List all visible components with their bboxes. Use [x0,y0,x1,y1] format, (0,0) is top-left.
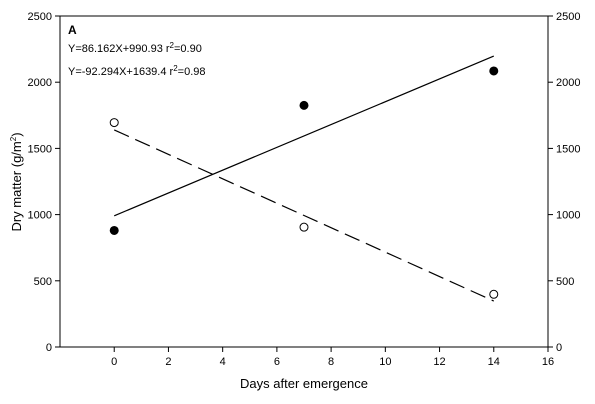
x-tick-label: 10 [379,356,391,368]
right-y-tick-label: 1500 [556,143,580,155]
y-tick-label: 2000 [28,77,52,89]
y-tick-label: 500 [34,276,52,288]
x-tick-label: 2 [165,356,171,368]
y-tick-label: 0 [46,342,52,354]
plot-frame [59,15,549,348]
right-y-tick-label: 2000 [556,77,580,89]
x-tick-label: 0 [111,356,117,368]
y-tick-label: 2500 [28,11,52,23]
x-tick-label: 14 [488,356,500,368]
y-tick-label: 1000 [28,210,52,222]
series-1-point [109,225,119,235]
equation-1: Y=86.162X+990.93 r2=0.90 [68,41,202,55]
series-1-point [489,66,499,76]
right-y-tick-label: 1000 [556,210,580,222]
x-tick-label: 6 [274,356,280,368]
series-1-point [299,100,309,110]
y-axis-title: Dry matter (g/m2) [9,132,24,231]
right-y-tick-label: 0 [556,342,562,354]
series-2-point [299,222,309,232]
data-points [109,66,499,299]
right-y-tick-label: 500 [556,276,574,288]
x-axis-title: Days after emergence [240,376,368,391]
right-y-tick-label: 2500 [556,11,580,23]
equation-2: Y=-92.294X+1639.4 r2=0.98 [68,64,206,78]
x-tick-label: 16 [542,356,554,368]
x-tick-label: 4 [220,356,226,368]
series-2-point [109,118,119,128]
fit-line-2 [113,129,495,302]
series-2-point [489,289,499,299]
x-tick-label: 8 [328,356,334,368]
panel-label: A [68,23,77,37]
fit-lines [113,55,495,302]
fit-line-1 [113,55,495,217]
y-tick-label: 1500 [28,143,52,155]
x-tick-label: 12 [433,356,445,368]
axis-ticks: 0 2 4 6 8 10 12 14 16050010001500200025000500100… [28,11,581,368]
